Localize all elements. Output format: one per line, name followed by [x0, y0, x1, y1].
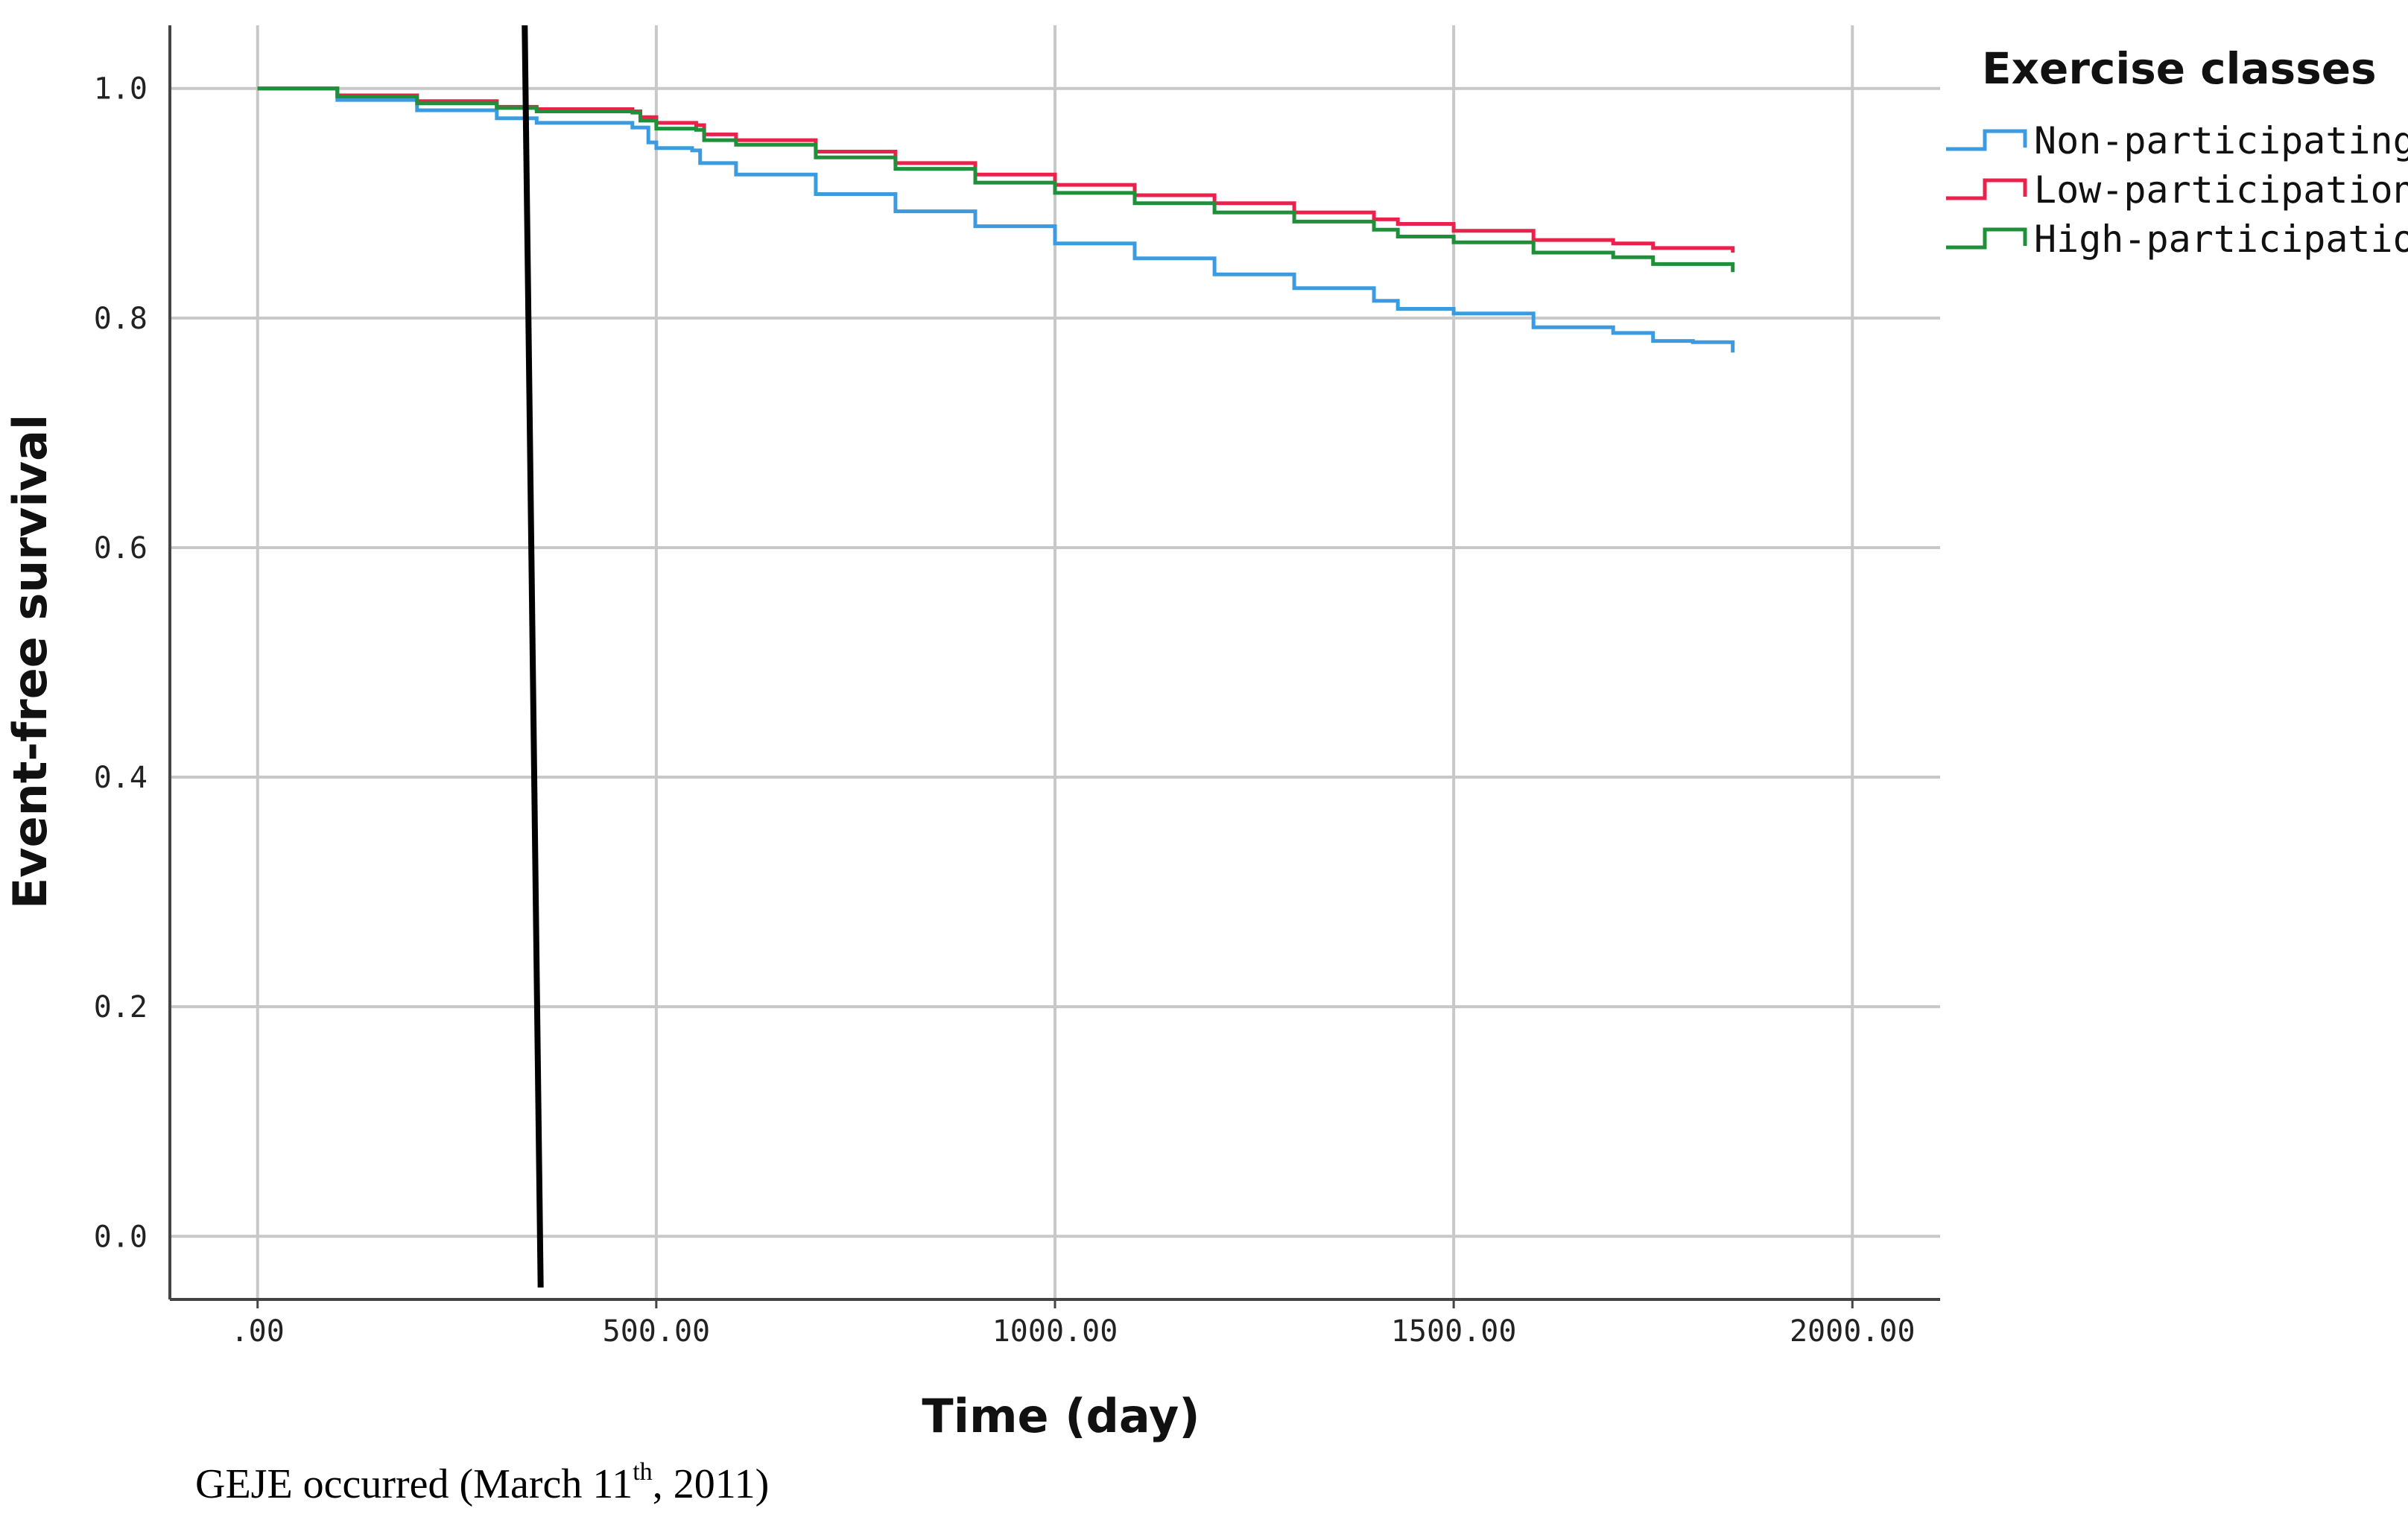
x-tick-label: .00 — [231, 1314, 285, 1349]
y-tick-label: 0.2 — [94, 990, 148, 1024]
legend-swatch-non-participating — [1946, 129, 2027, 151]
legend-swatch-high-participation — [1946, 227, 2027, 250]
legend-label-low-participation: Low-participation — [2034, 168, 2408, 212]
event-annotation-end: , 2011) — [653, 1461, 770, 1507]
axes — [168, 25, 1940, 1308]
event-marker-line — [522, 25, 544, 1288]
y-tick-label: 0.6 — [94, 531, 148, 566]
x-axis-title: Time (day) — [922, 1389, 1200, 1443]
gridlines — [170, 25, 1940, 1299]
series-line-non-participating — [257, 86, 1735, 353]
series-lines — [257, 86, 1735, 353]
y-tick-label: 0.4 — [94, 761, 148, 795]
y-axis-title: Event-free survival — [3, 414, 57, 909]
x-tick-label: 500.00 — [603, 1314, 711, 1349]
legend-title: Exercise classes — [1982, 43, 2377, 94]
x-tick-label: 1500.00 — [1391, 1314, 1517, 1349]
legend-label-non-participating: Non-participating — [2034, 119, 2408, 162]
legend-swatch-low-participation — [1946, 178, 2027, 200]
event-marker: GEJE occurred (March 11th, 2011) — [195, 25, 769, 1507]
y-tick-label: 1.0 — [94, 72, 148, 107]
legend-label-high-participation: High-participation — [2034, 218, 2408, 261]
legend: Exercise classes Non-participating Low-pa… — [1946, 43, 2408, 261]
event-annotation-main: GEJE occurred (March 11 — [195, 1461, 633, 1507]
event-annotation-sup: th — [633, 1458, 652, 1486]
tick-labels: 0.0 0.2 0.4 0.6 0.8 1.0 .00 500.00 1000.00 1500.0… — [94, 72, 1916, 1349]
x-tick-label: 1000.00 — [992, 1314, 1118, 1349]
y-tick-label: 0.0 — [94, 1220, 148, 1254]
x-tick-label: 2000.00 — [1790, 1314, 1916, 1349]
series-line-high-participation — [257, 86, 1735, 273]
event-annotation: GEJE occurred (March 11th, 2011) — [195, 1458, 769, 1507]
y-tick-label: 0.8 — [94, 302, 148, 336]
